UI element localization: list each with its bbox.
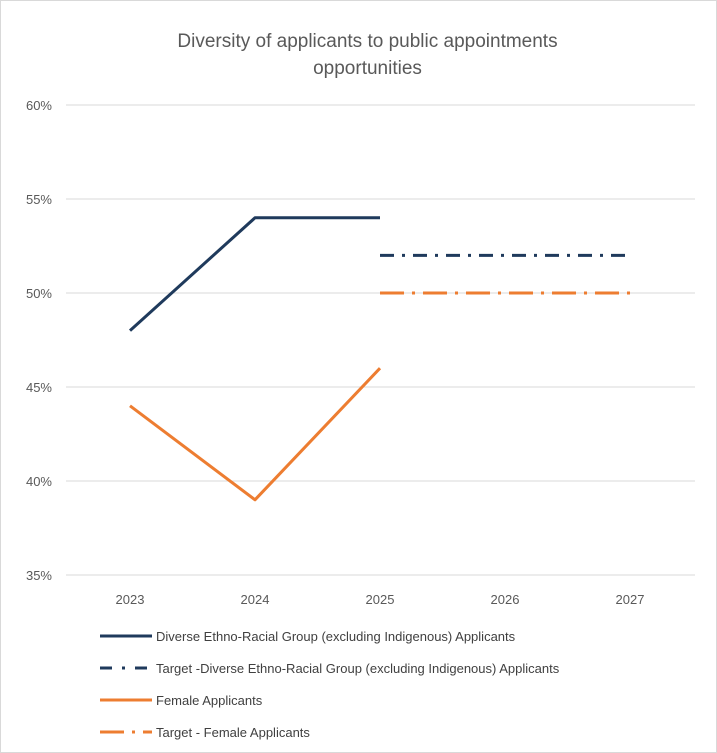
- chart-title: Diversity of applicants to public appoin…: [0, 28, 717, 82]
- x-tick-label: 2025: [366, 592, 395, 607]
- legend: Diverse Ethno-Racial Group (excluding In…: [100, 629, 560, 740]
- legend-label-4: Target - Female Applicants: [156, 725, 310, 740]
- x-tick-label: 2024: [241, 592, 270, 607]
- y-tick-label: 40%: [26, 474, 52, 489]
- y-axis-ticks: 60% 55% 50% 45% 40% 35%: [26, 98, 52, 583]
- x-axis-ticks: 2023 2024 2025 2026 2027: [116, 592, 645, 607]
- series-line-3: [129, 367, 382, 502]
- chart-title-line1: Diversity of applicants to public appoin…: [177, 31, 558, 52]
- y-tick-label: 55%: [26, 192, 52, 207]
- legend-label-2: Target -Diverse Ethno-Racial Group (excl…: [156, 661, 560, 676]
- x-tick-label: 2026: [491, 592, 520, 607]
- series-lines: [128, 216, 630, 502]
- legend-label-3: Female Applicants: [156, 693, 263, 708]
- series-line-1: [128, 216, 380, 332]
- y-tick-label: 50%: [26, 286, 52, 301]
- chart-title-line2: opportunities: [313, 58, 422, 79]
- y-tick-label: 60%: [26, 98, 52, 113]
- y-tick-label: 45%: [26, 380, 52, 395]
- y-tick-label: 35%: [26, 568, 52, 583]
- x-tick-label: 2023: [116, 592, 145, 607]
- legend-label-1: Diverse Ethno-Racial Group (excluding In…: [156, 629, 516, 644]
- x-tick-label: 2027: [616, 592, 645, 607]
